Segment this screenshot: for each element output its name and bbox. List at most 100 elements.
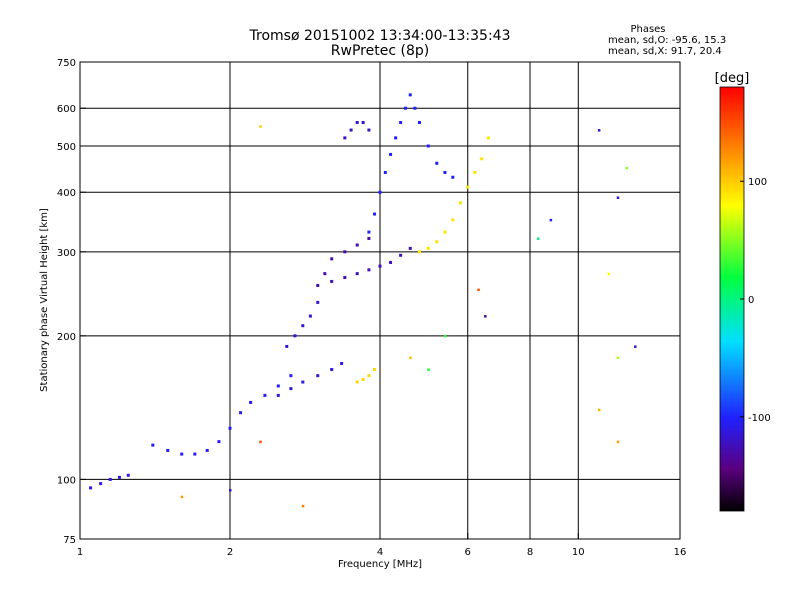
data-traces	[89, 93, 490, 490]
scatter-point	[634, 345, 637, 348]
trace-es	[276, 361, 344, 397]
trace-point	[343, 136, 347, 140]
trace-f2-x	[417, 136, 490, 254]
scatter-point	[477, 288, 480, 292]
trace-point	[389, 152, 393, 156]
trace-point	[426, 144, 430, 148]
trace-point	[217, 440, 221, 444]
grid-lines	[80, 62, 680, 539]
trace-e-low	[89, 473, 130, 490]
trace-point	[117, 475, 121, 479]
trace-point	[373, 367, 377, 371]
trace-point	[316, 300, 320, 304]
trace-point	[408, 93, 412, 97]
trace-point	[289, 387, 293, 391]
data-points	[180, 125, 637, 508]
scatter-point	[616, 196, 620, 199]
scatter-point	[443, 334, 447, 338]
scatter-point	[616, 356, 620, 360]
trace-point	[89, 486, 93, 490]
scatter-point	[616, 440, 620, 444]
scatter-point	[549, 218, 553, 222]
y-tick-label: 100	[57, 475, 76, 486]
trace-point	[466, 185, 470, 189]
trace-point	[99, 482, 103, 486]
trace-point	[330, 367, 334, 371]
scatter-point	[607, 272, 611, 276]
scatter-point	[259, 440, 262, 444]
trace-point	[367, 236, 371, 240]
colorbar-tick-label: 0	[748, 295, 754, 306]
trace-point	[276, 384, 280, 388]
stats-heading: Phases	[630, 24, 665, 35]
trace-point	[340, 361, 344, 365]
trace-point	[349, 128, 353, 132]
y-tick-label: 200	[57, 332, 76, 343]
trace-point	[343, 276, 347, 280]
trace-point	[361, 121, 365, 125]
y-tick-label: 75	[63, 535, 76, 546]
colorbar-tick-label: -100	[748, 413, 771, 424]
trace-point	[166, 448, 170, 452]
trace-point	[399, 121, 403, 125]
scatter-point	[597, 408, 601, 412]
trace-f2-o	[367, 93, 455, 234]
trace-point	[378, 190, 382, 194]
trace-point	[276, 393, 280, 397]
x-tick-label: 6	[465, 547, 471, 558]
y-axis-ticks: 75 100 200 300 400 500 600 750	[57, 58, 86, 546]
trace-point	[403, 106, 407, 110]
stats-line-x: mean, sd,X: 91.7, 20.4	[608, 46, 722, 57]
trace-point	[263, 393, 267, 397]
x-tick-label: 16	[674, 547, 687, 558]
trace-point	[383, 170, 387, 174]
x-tick-label: 8	[527, 547, 533, 558]
y-tick-label: 600	[57, 104, 76, 115]
trace-point	[289, 374, 293, 378]
trace-point	[301, 324, 305, 328]
scatter-point	[259, 125, 262, 128]
x-tick-label: 2	[227, 547, 233, 558]
x-tick-label: 4	[377, 547, 383, 558]
trace-point	[394, 136, 398, 140]
trace-point	[458, 201, 462, 205]
y-tick-label: 400	[57, 188, 76, 199]
trace-f1	[316, 246, 412, 287]
colorbar-label: [deg]	[715, 71, 750, 86]
trace-point	[389, 260, 393, 264]
trace-point	[239, 411, 243, 415]
trace-point	[308, 314, 312, 318]
trace-point	[285, 344, 289, 348]
trace-point	[316, 374, 320, 378]
trace-point	[126, 473, 130, 477]
x-axis-label: Frequency [MHz]	[338, 559, 422, 570]
scatter-point	[409, 356, 412, 360]
scatter-point	[597, 129, 601, 132]
trace-point	[323, 272, 327, 276]
stats-line-o: mean, sd,O: -95.6, 15.3	[608, 35, 726, 46]
trace-point	[480, 157, 484, 161]
trace-point	[249, 400, 253, 404]
trace-point	[151, 443, 155, 447]
trace-point	[367, 268, 371, 272]
trace-point	[378, 264, 382, 268]
trace-point	[417, 250, 421, 254]
trace-point	[330, 279, 334, 283]
trace-point	[355, 272, 359, 276]
scatter-point	[180, 495, 184, 499]
chart-subtitle: RwPretec (8p)	[331, 43, 429, 59]
trace-point	[473, 170, 477, 174]
trace-point	[435, 240, 439, 244]
trace-point	[367, 374, 371, 378]
trace-point	[486, 136, 490, 140]
chart-title: Tromsø 20151002 13:34:00-13:35:43	[249, 28, 511, 44]
trace-point	[316, 283, 320, 287]
trace-point	[443, 170, 447, 174]
trace-point	[228, 426, 232, 430]
trace-f1-cusp	[323, 236, 371, 276]
trace-point	[373, 212, 377, 216]
trace-f1-low	[285, 300, 320, 348]
trace-point	[293, 334, 297, 338]
trace-point	[417, 121, 421, 125]
colorbar-ticks: 100 0 -100	[740, 177, 771, 424]
